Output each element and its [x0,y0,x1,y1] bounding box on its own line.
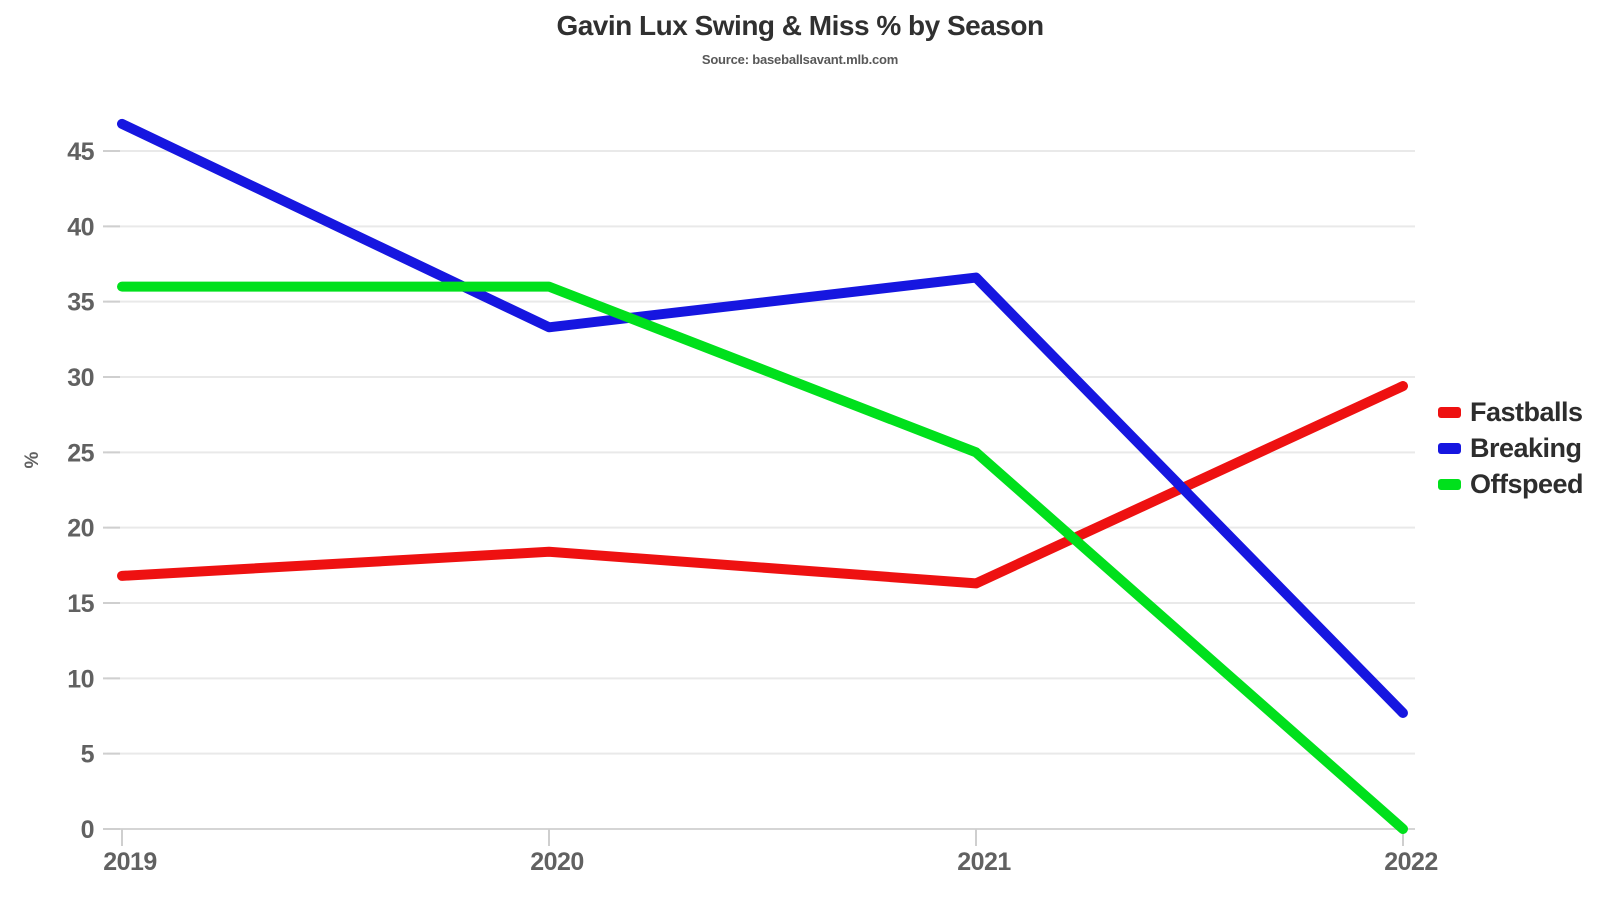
legend-label: Breaking [1470,432,1582,463]
y-tick-label: 15 [67,590,94,618]
chart-subtitle: Source: baseballsavant.mlb.com [701,52,899,67]
y-tick-label: 5 [81,741,95,769]
legend-item-offspeed: Offspeed [1438,468,1584,499]
y-tick-label: 20 [67,515,94,543]
legend-swatch-icon [1438,442,1461,454]
legend-swatch-icon [1438,478,1461,490]
y-tick-label: 25 [67,439,94,467]
legend: Fastballs Breaking Offspeed [1438,397,1584,499]
series-line-breaking [117,118,1408,718]
legend-swatch-icon [1438,406,1461,418]
legend-label: Offspeed [1470,468,1584,499]
y-tick-label: 0 [81,816,94,844]
series-line-offspeed [117,281,1408,834]
y-tick-label: 30 [67,364,94,392]
y-tick-label: 35 [67,289,94,317]
series-line-fastballs [117,381,1408,589]
x-tick-label: 2019 [103,848,157,876]
legend-label: Fastballs [1470,396,1583,427]
y-tick-label: 10 [67,665,94,693]
x-tick-label: 2020 [530,848,584,876]
legend-item-breaking: Breaking [1438,433,1583,463]
chart-title: Gavin Lux Swing & Miss % by Season [556,10,1044,41]
legend-item-fastballs: Fastballs [1438,397,1583,427]
y-axis-label: % [22,451,43,468]
x-tick-label: 2021 [957,848,1011,876]
y-tick-label: 40 [67,213,94,241]
x-tick-label: 2022 [1384,848,1438,876]
y-tick-label: 45 [67,138,94,166]
